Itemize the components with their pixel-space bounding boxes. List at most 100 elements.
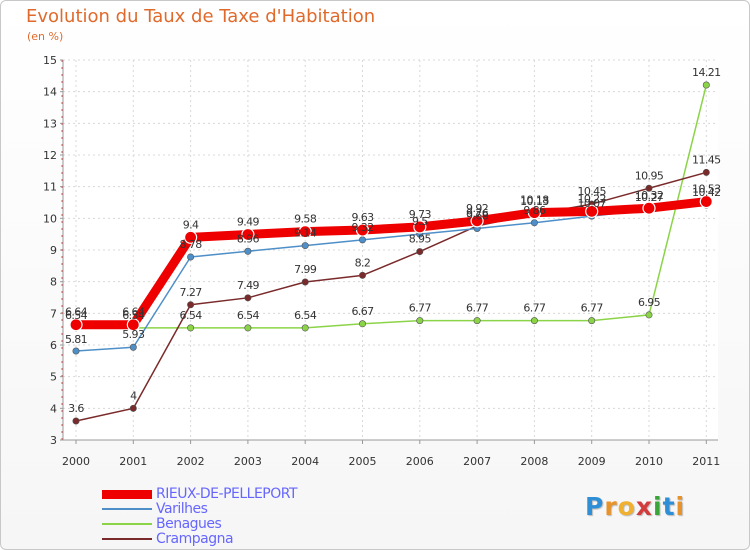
- data-point: [301, 278, 309, 286]
- data-label: 9.63: [351, 211, 374, 224]
- x-tick-label: 2008: [520, 455, 548, 468]
- data-point: [184, 230, 198, 244]
- chart-title: Evolution du Taux de Taxe d'Habitation: [26, 6, 376, 27]
- data-label: 8.96: [237, 232, 260, 245]
- data-label: 10.42: [692, 186, 721, 199]
- data-point: [187, 253, 195, 261]
- data-label: 3.6: [68, 402, 84, 415]
- x-tick-label: 2011: [692, 455, 720, 468]
- data-point: [244, 324, 252, 332]
- data-label: 6.54: [180, 309, 203, 322]
- data-point: [585, 204, 599, 218]
- y-tick-label: 4: [50, 402, 57, 415]
- legend-swatch: [102, 538, 152, 540]
- data-label: 6.54: [65, 309, 88, 322]
- y-tick-label: 14: [43, 86, 57, 99]
- data-label: 9.68: [466, 209, 489, 222]
- x-tick-label: 2006: [406, 455, 434, 468]
- logo-letter: t: [662, 492, 676, 521]
- data-label: 9.92: [466, 202, 488, 215]
- y-tick-label: 15: [43, 54, 57, 67]
- y-tick-label: 9: [50, 244, 57, 257]
- data-point: [301, 324, 309, 332]
- y-tick-label: 6: [50, 339, 57, 352]
- data-label: 6.77: [523, 302, 546, 315]
- data-label: 6.64: [122, 306, 145, 319]
- data-point: [645, 184, 653, 192]
- legend-item: Crampagna: [102, 531, 234, 547]
- data-label: 9.49: [237, 215, 260, 228]
- logo-letter: r: [604, 492, 618, 521]
- y-tick-label: 8: [50, 276, 57, 289]
- data-label: 5.93: [122, 328, 145, 341]
- legend-item: Varilhes: [102, 501, 208, 517]
- x-tick-label: 2001: [119, 455, 147, 468]
- data-point: [187, 301, 195, 309]
- data-point: [241, 227, 255, 242]
- x-tick-label: 2005: [349, 455, 377, 468]
- data-point: [642, 201, 656, 215]
- data-point: [301, 242, 309, 250]
- data-label: 10.95: [635, 169, 664, 182]
- data-label: 6.77: [466, 302, 489, 315]
- logo-letter: i: [675, 492, 686, 521]
- data-label: 6.67: [351, 305, 374, 318]
- data-label: 9.5: [412, 215, 428, 228]
- data-point: [358, 271, 366, 279]
- data-point: [244, 294, 252, 302]
- data-point: [416, 317, 424, 325]
- data-label: 6.64: [65, 306, 88, 319]
- logo-letter: i: [653, 492, 663, 521]
- data-point: [699, 194, 713, 209]
- data-label: 7.49: [237, 279, 260, 292]
- data-point: [645, 311, 653, 319]
- data-point: [530, 317, 538, 325]
- y-tick-label: 11: [43, 181, 57, 194]
- y-tick-label: 12: [43, 149, 57, 162]
- data-label: 8.2: [355, 256, 371, 269]
- data-label: 5.81: [65, 333, 87, 346]
- data-label: 10.27: [635, 191, 664, 204]
- legend-label: Crampagna: [156, 531, 234, 547]
- x-tick-label: 2004: [291, 455, 319, 468]
- data-label: 11.45: [692, 153, 721, 166]
- legend-label: Varilhes: [156, 501, 208, 517]
- data-label: 6.54: [122, 309, 145, 322]
- data-point: [72, 347, 80, 355]
- data-label: 10.45: [577, 185, 606, 198]
- x-tick-label: 2003: [234, 455, 262, 468]
- data-label: 6.54: [237, 309, 260, 322]
- series-line-0: [76, 197, 707, 330]
- legend-swatch: [102, 489, 152, 499]
- data-label: 7.99: [294, 263, 317, 276]
- data-point: [702, 168, 710, 176]
- data-label: 9.4: [183, 218, 199, 231]
- data-label: 10.22: [577, 192, 606, 205]
- data-label: 6.95: [638, 296, 661, 309]
- y-tick-label: 3: [50, 434, 57, 447]
- chart-subtitle: (en %): [27, 30, 64, 43]
- data-label: 10.07: [577, 197, 606, 210]
- legend-swatch: [102, 523, 152, 525]
- data-label: 9.14: [294, 227, 317, 240]
- logo-letter: o: [617, 492, 636, 521]
- y-tick-label: 7: [50, 307, 57, 320]
- data-point: [413, 220, 427, 234]
- legend-label: RIEUX-DE-PELLEPORT: [156, 486, 298, 502]
- series-line-2: [76, 84, 708, 329]
- data-point: [298, 225, 312, 239]
- data-label: 8.78: [180, 238, 203, 251]
- data-label: 9.73: [409, 208, 432, 221]
- data-label: 7.27: [180, 286, 203, 299]
- data-label: 9.32: [351, 221, 373, 234]
- y-tick-label: 5: [50, 371, 57, 384]
- data-label: 4: [130, 389, 137, 402]
- data-point: [702, 81, 710, 89]
- data-label: 9.58: [294, 213, 317, 226]
- data-point: [588, 317, 596, 325]
- legend-label: Benagues: [156, 516, 222, 532]
- data-label: 10.13: [520, 195, 549, 208]
- data-point: [126, 318, 140, 332]
- data-label: 10.18: [520, 194, 549, 207]
